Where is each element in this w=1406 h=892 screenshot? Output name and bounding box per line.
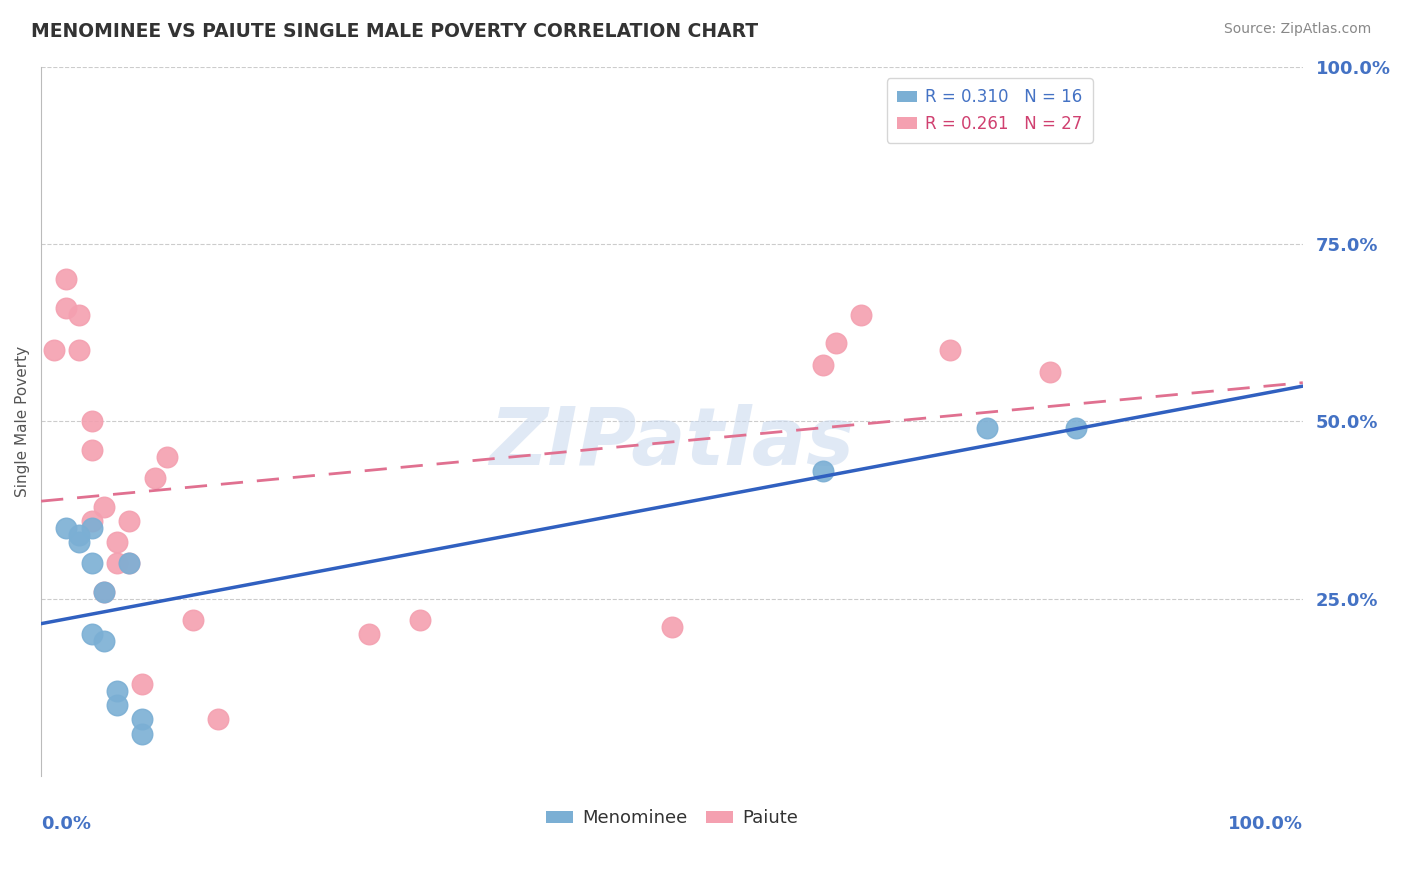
Point <box>80 627 103 641</box>
Point <box>80 557 103 571</box>
Point <box>80 414 103 428</box>
Point <box>143 471 166 485</box>
Point <box>93 500 115 514</box>
Point <box>105 535 128 549</box>
Point <box>813 358 835 372</box>
Point <box>359 627 381 641</box>
Point <box>80 442 103 457</box>
Point <box>67 343 90 358</box>
Text: 0.0%: 0.0% <box>41 815 91 833</box>
Point <box>156 450 179 464</box>
Point <box>825 336 848 351</box>
Point <box>55 521 77 535</box>
Point <box>408 613 430 627</box>
Point <box>813 464 835 478</box>
Point <box>67 308 90 322</box>
Point <box>42 343 65 358</box>
Point <box>105 698 128 713</box>
Point <box>67 535 90 549</box>
Point <box>67 528 90 542</box>
Legend: Menominee, Paiute: Menominee, Paiute <box>538 802 804 835</box>
Point <box>131 677 153 691</box>
Point <box>55 272 77 286</box>
Point <box>93 584 115 599</box>
Point <box>661 620 683 634</box>
Point <box>118 557 141 571</box>
Text: 100.0%: 100.0% <box>1227 815 1303 833</box>
Point <box>118 557 141 571</box>
Point <box>93 584 115 599</box>
Point <box>1064 421 1087 435</box>
Point <box>55 301 77 315</box>
Point <box>976 421 998 435</box>
Point <box>80 521 103 535</box>
Point <box>938 343 960 358</box>
Point <box>1039 365 1062 379</box>
Point <box>105 557 128 571</box>
Point <box>207 713 229 727</box>
Point <box>80 514 103 528</box>
Point <box>851 308 873 322</box>
Point <box>131 726 153 740</box>
Y-axis label: Single Male Poverty: Single Male Poverty <box>15 346 30 497</box>
Point <box>131 713 153 727</box>
Point <box>93 634 115 648</box>
Point <box>181 613 204 627</box>
Point <box>105 684 128 698</box>
Point <box>118 514 141 528</box>
Text: Source: ZipAtlas.com: Source: ZipAtlas.com <box>1223 22 1371 37</box>
Text: ZIPatlas: ZIPatlas <box>489 404 855 482</box>
Text: MENOMINEE VS PAIUTE SINGLE MALE POVERTY CORRELATION CHART: MENOMINEE VS PAIUTE SINGLE MALE POVERTY … <box>31 22 758 41</box>
